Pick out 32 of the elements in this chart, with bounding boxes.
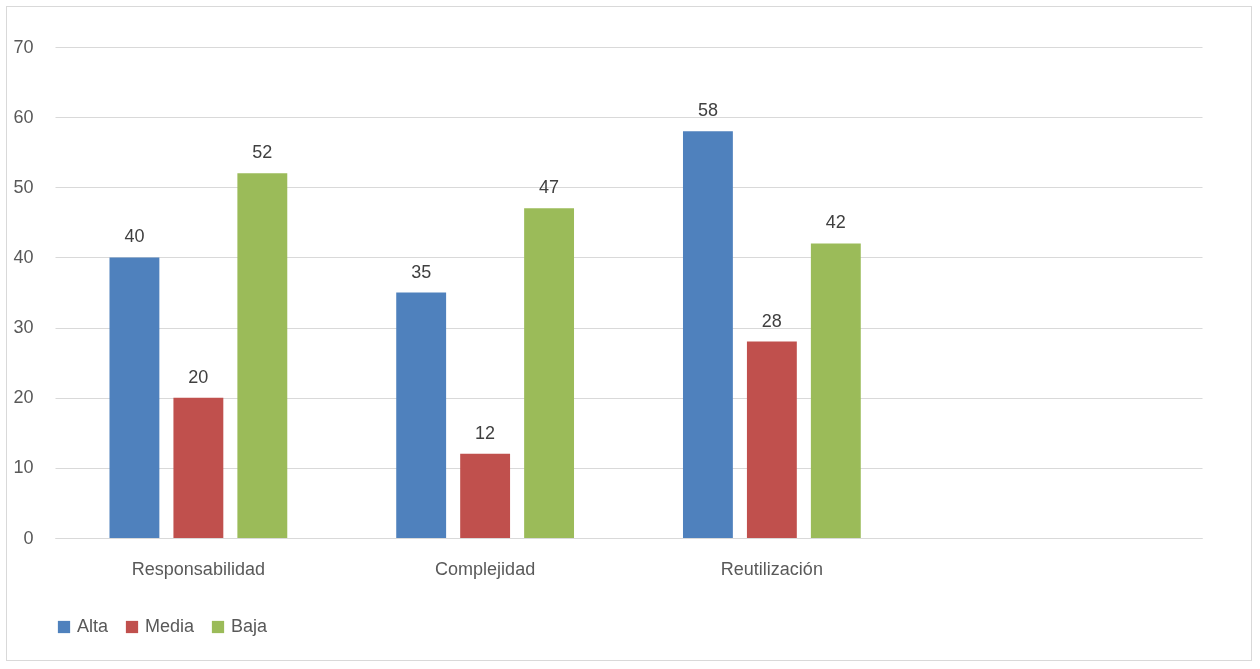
y-tick-label: 20 bbox=[13, 387, 34, 408]
bar bbox=[682, 131, 733, 538]
y-tick-label: 40 bbox=[13, 246, 34, 267]
bar bbox=[810, 243, 861, 538]
bar bbox=[460, 453, 511, 538]
y-tick-label: 50 bbox=[13, 176, 34, 197]
data-label: 47 bbox=[539, 177, 560, 198]
legend-label: Baja bbox=[231, 616, 269, 636]
bar bbox=[237, 173, 288, 538]
data-label: 12 bbox=[475, 422, 496, 443]
y-tick-label: 0 bbox=[23, 527, 34, 548]
data-label: 20 bbox=[188, 366, 209, 387]
y-tick-label: 30 bbox=[13, 317, 34, 338]
bar bbox=[173, 397, 224, 538]
x-tick-label: Reutilización bbox=[720, 558, 823, 579]
data-label: 52 bbox=[252, 142, 273, 163]
x-tick-label: Complejidad bbox=[435, 558, 536, 579]
bar bbox=[109, 257, 160, 538]
bar bbox=[524, 208, 575, 538]
data-label: 58 bbox=[697, 100, 718, 121]
bar bbox=[746, 341, 797, 538]
x-tick-label: Responsabilidad bbox=[131, 558, 265, 579]
data-label: 40 bbox=[124, 226, 145, 247]
data-label: 42 bbox=[825, 212, 846, 233]
legend-label: Alta bbox=[77, 616, 110, 636]
y-tick-label: 60 bbox=[13, 106, 34, 127]
data-label: 35 bbox=[411, 261, 432, 282]
data-label: 28 bbox=[761, 310, 782, 331]
y-tick-label: 70 bbox=[13, 36, 34, 57]
y-tick-label: 10 bbox=[13, 457, 34, 478]
legend-label: Media bbox=[145, 616, 196, 636]
bar bbox=[396, 292, 447, 538]
